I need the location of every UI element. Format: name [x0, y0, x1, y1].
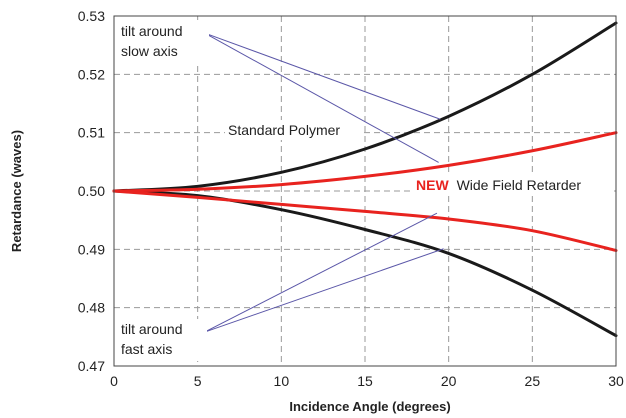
x-tick-label: 30 — [608, 373, 624, 389]
tilt-slow-axis-label: tilt around slow axis — [117, 20, 209, 62]
standard-polymer-slow-axis-line — [112, 21, 618, 193]
tilt-fast-axis-label: tilt around fast axis — [117, 319, 207, 361]
series-lines — [112, 21, 618, 338]
new-retarder-fast-axis-line — [112, 189, 618, 252]
tilt-fast-axis-line1: tilt around — [121, 321, 182, 337]
x-tick-label: 20 — [441, 373, 457, 389]
new-accent-label: NEW — [416, 177, 449, 193]
tilt-fast-axis-line2: fast axis — [121, 341, 172, 357]
x-tick-label: 15 — [357, 373, 373, 389]
wide-field-retarder-label: Wide Field Retarder — [457, 177, 582, 193]
standard-polymer-fast-axis-line — [112, 189, 618, 338]
annotation-pointers — [204, 32, 444, 333]
y-tick-label: 0.47 — [78, 358, 105, 374]
y-axis-title: Retardance (waves) — [9, 130, 24, 252]
y-tick-label: 0.52 — [78, 66, 105, 82]
y-tick-label: 0.49 — [78, 241, 105, 257]
x-tick-label: 10 — [274, 373, 290, 389]
tick-labels: 0 5 10 15 20 25 30 0.47 0.48 0.49 0.50 0.51 0.52 0.53 — [78, 8, 624, 389]
standard-polymer-label: Standard Polymer — [225, 120, 361, 140]
new-retarder-slow-axis-line — [112, 131, 618, 193]
x-tick-label: 0 — [110, 373, 118, 389]
x-tick-label: 5 — [194, 373, 202, 389]
x-axis-title: Incidence Angle (degrees) — [289, 399, 450, 414]
y-tick-label: 0.53 — [78, 8, 105, 24]
y-tick-label: 0.50 — [78, 183, 105, 199]
annotation-pointer-line — [204, 32, 439, 163]
new-wide-field-retarder-label: NEW Wide Field Retarder — [412, 175, 612, 195]
tilt-slow-axis-line1: tilt around — [121, 23, 182, 39]
plot-frame — [113, 15, 617, 367]
y-tick-label: 0.48 — [78, 300, 105, 316]
annotation-pointer-line — [204, 32, 441, 120]
svg-text:Standard Polymer: Standard Polymer — [228, 122, 340, 138]
annotation-pointer-line — [204, 248, 444, 333]
x-tick-label: 25 — [525, 373, 541, 389]
annotation-pointer-line — [204, 212, 438, 333]
tilt-slow-axis-line2: slow axis — [121, 43, 178, 59]
y-tick-label: 0.51 — [78, 125, 105, 141]
svg-text:NEW Wide Field Retarder: NEW Wide Field Retarder — [416, 177, 581, 193]
